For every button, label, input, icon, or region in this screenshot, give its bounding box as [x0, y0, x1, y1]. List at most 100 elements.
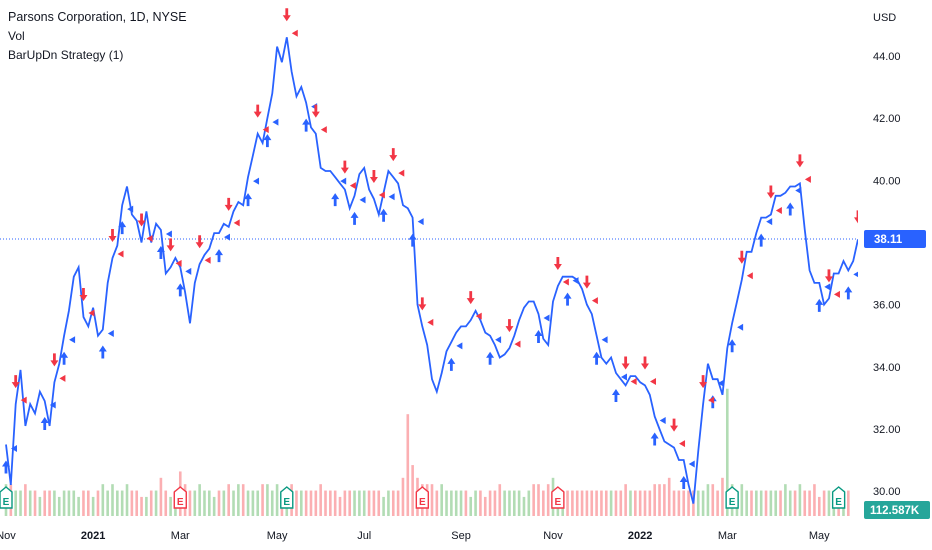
short-entry-arrow: [311, 104, 320, 118]
volume-bar: [67, 490, 71, 516]
volume-bar: [208, 490, 211, 516]
earnings-badge-shape: [725, 486, 739, 509]
short-entry-marker: [427, 318, 434, 326]
earnings-badge-label: E: [177, 497, 184, 508]
short-entry-arrow: [641, 356, 649, 370]
volume-bar: [309, 490, 313, 516]
volume-bar: [643, 490, 647, 516]
volume-bar: [164, 490, 168, 516]
volume-bar: [430, 484, 434, 516]
earnings-badge: E: [551, 486, 565, 509]
long-entry-marker: [717, 379, 724, 387]
volume-bar: [232, 490, 235, 516]
earnings-badge-label: E: [729, 497, 736, 508]
volume-bar: [822, 490, 826, 516]
volume-bar: [111, 484, 114, 516]
short-entry-arrow: [166, 238, 175, 252]
volume-bar: [725, 388, 729, 516]
volume-bar: [401, 477, 405, 516]
volume-bar: [82, 490, 85, 516]
volume-bar: [406, 414, 410, 516]
short-entry-arrow: [553, 256, 562, 270]
long-entry-marker: [795, 187, 802, 195]
long-entry-arrow: [728, 339, 737, 353]
volume-bar: [474, 490, 477, 516]
short-entry-marker: [650, 377, 656, 385]
volume-bar: [687, 490, 690, 516]
volume-bar: [261, 484, 264, 516]
volume-bar: [764, 490, 768, 516]
last-volume-label-bg: [864, 501, 930, 519]
volume-bar: [450, 490, 453, 516]
volume-bar: [745, 490, 748, 516]
x-tick-label: May: [809, 530, 830, 542]
long-entry-arrow: [215, 249, 224, 263]
volume-bar: [275, 484, 279, 516]
volume-bar: [571, 490, 574, 516]
long-entry-arrow: [156, 246, 165, 260]
volume-bar: [604, 490, 608, 516]
short-entry-arrow: [621, 356, 630, 370]
short-entry-marker: [804, 175, 811, 183]
volume-bar: [667, 477, 671, 516]
long-entry-arrow: [350, 211, 359, 225]
short-entry-marker: [146, 234, 153, 242]
symbol-title[interactable]: Parsons Corporation, 1D, NYSE: [8, 10, 187, 24]
volume-bar: [755, 490, 758, 516]
volume-bar: [33, 490, 37, 516]
short-entry-marker: [775, 206, 782, 214]
long-entry-marker: [417, 218, 424, 226]
short-entry-marker: [630, 377, 637, 385]
volume-bar: [590, 490, 594, 516]
short-entry-marker: [262, 126, 269, 134]
volume-bar: [580, 490, 584, 516]
long-entry-arrow: [60, 351, 69, 365]
short-entry-marker: [562, 278, 569, 286]
volume-bar: [537, 484, 540, 516]
x-tick-label: Mar: [718, 530, 737, 542]
strategy-indicator-label[interactable]: BarUpDn Strategy (1): [8, 48, 124, 62]
volume-bar: [329, 490, 332, 516]
currency-label: USD: [873, 12, 896, 24]
volume-bar: [212, 496, 216, 516]
volume-bar: [798, 484, 802, 516]
volume-bar: [629, 490, 632, 516]
long-entry-marker: [272, 118, 279, 126]
short-entry-arrow: [50, 353, 59, 367]
x-tick-label: Sep: [451, 530, 471, 542]
volume-bar: [827, 490, 831, 516]
volume-bar: [469, 496, 473, 516]
volume-bar: [779, 490, 782, 516]
short-entry-arrow: [766, 185, 775, 199]
long-entry-marker: [495, 336, 502, 344]
short-entry-marker: [175, 259, 182, 267]
volume-bar: [566, 490, 569, 516]
volume-bar: [154, 490, 158, 516]
volume-bar: [43, 490, 47, 516]
volume-bar: [638, 490, 642, 516]
volume-bar: [130, 490, 134, 516]
price-axis[interactable]: USD44.0042.0040.0038.0036.0034.0032.0030…: [858, 0, 932, 550]
x-tick-label: Mar: [171, 530, 190, 542]
long-entry-arrow: [650, 432, 659, 446]
volume-bar: [750, 490, 753, 516]
volume-bar: [348, 490, 352, 516]
short-entry-arrow: [253, 104, 262, 118]
volume-bar: [57, 496, 61, 516]
volume-bar: [149, 490, 153, 516]
volume-bar: [145, 496, 148, 516]
volume-bar: [251, 490, 255, 516]
short-entry-marker: [88, 309, 95, 317]
time-axis[interactable]: Nov 2021 Mar May Jul Sep Nov 2022 Mar May: [0, 522, 858, 550]
long-entry-marker: [359, 196, 366, 204]
volume-bar: [120, 490, 124, 516]
volume-bar: [319, 484, 322, 516]
long-entry-marker: [388, 193, 395, 201]
volume-indicator-label[interactable]: Vol: [8, 29, 25, 43]
volume-bar: [454, 490, 458, 516]
volume-bar: [106, 490, 109, 516]
short-entry-marker: [398, 169, 405, 177]
long-entry-arrow: [408, 233, 417, 247]
long-entry-marker: [107, 329, 114, 337]
